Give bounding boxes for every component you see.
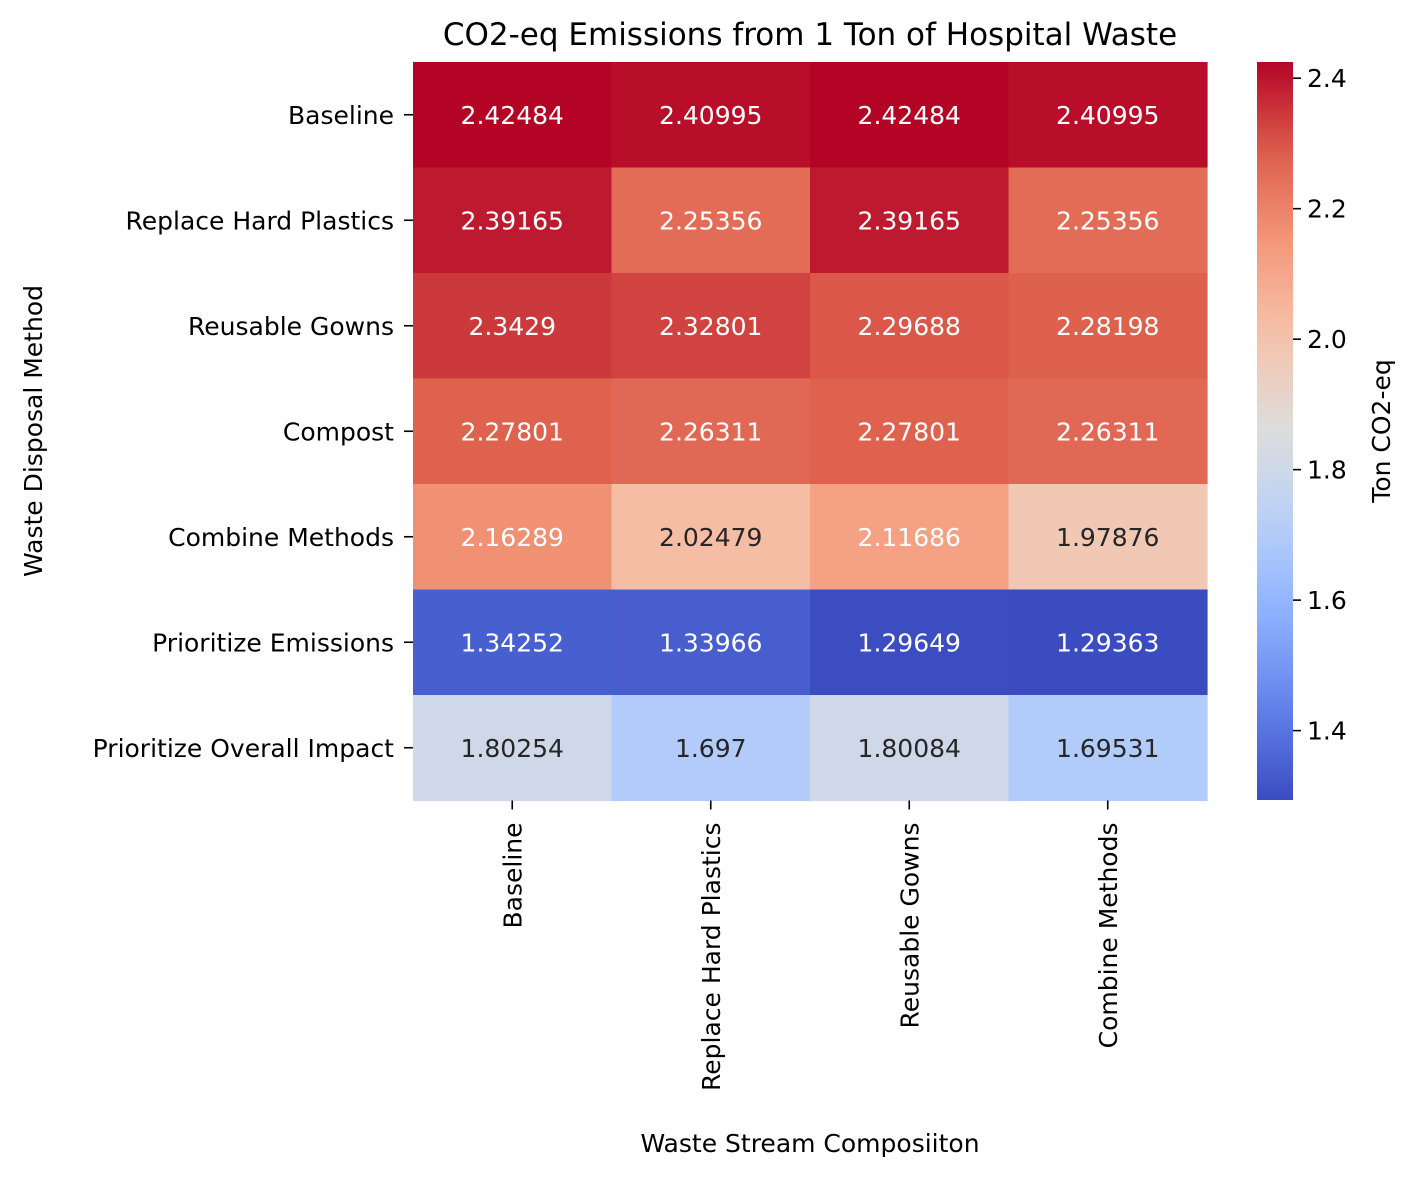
heatmap-cell (1008, 62, 1208, 169)
cell-value-label: 2.27801 (858, 417, 961, 446)
cell-value-label: 2.25356 (1056, 206, 1159, 235)
heatmap-cell (810, 695, 1010, 802)
heatmap-cell (810, 167, 1010, 274)
x-tick-label: Baseline (498, 823, 527, 929)
cell-value-label: 2.02479 (659, 523, 762, 552)
y-tick-label: Prioritize Emissions (152, 628, 394, 657)
colorbar-tick-label: 1.8 (1307, 456, 1347, 485)
cell-value-label: 2.42484 (461, 101, 564, 130)
heatmap-cell (1008, 695, 1208, 802)
cell-value-label: 2.26311 (1056, 417, 1159, 446)
heatmap-cell (413, 62, 613, 169)
cell-value-label: 1.34252 (461, 628, 564, 657)
colorbar-gradient (1257, 62, 1293, 800)
heatmap-cell (413, 378, 613, 485)
heatmap-cell (413, 589, 613, 696)
heatmap-cell (1008, 167, 1208, 274)
cell-value-label: 2.26311 (659, 417, 762, 446)
cell-value-label: 2.29688 (858, 312, 961, 341)
cell-value-label: 1.80254 (461, 734, 564, 763)
heatmap-cell (413, 167, 613, 274)
heatmap-cell (1008, 273, 1208, 380)
cell-value-label: 2.16289 (461, 523, 564, 552)
y-tick-label: Baseline (288, 101, 394, 130)
heatmap-cell (611, 695, 811, 802)
heatmap-cell (611, 62, 811, 169)
cell-value-label: 1.29649 (858, 628, 961, 657)
x-axis: Baseline Replace Hard Plastics Reusable Go… (498, 800, 1123, 1092)
cell-value-label: 2.32801 (659, 312, 762, 341)
cell-value-label: 2.3429 (469, 312, 556, 341)
y-tick-label: Combine Methods (168, 523, 394, 552)
colorbar-tick-label: 1.6 (1307, 586, 1347, 615)
y-tick-label: Compost (283, 417, 394, 446)
cell-value-label: 2.11686 (858, 523, 961, 552)
x-tick-label: Replace Hard Plastics (697, 823, 726, 1092)
heatmap-cell (413, 484, 613, 591)
cell-value-labels: 2.42484 2.40995 2.42484 2.40995 2.39165 2.253… (461, 101, 1160, 763)
cell-value-label: 1.29363 (1056, 628, 1159, 657)
heatmap-cell (1008, 378, 1208, 485)
x-axis-label: Waste Stream Composiiton (640, 1129, 979, 1158)
heatmap-cell (810, 378, 1010, 485)
y-axis: Baseline Replace Hard Plastics Reusable Go… (93, 101, 413, 763)
heatmap-cell (611, 589, 811, 696)
heatmap-cell (1008, 484, 1208, 591)
heatmap-cell (611, 167, 811, 274)
x-tick-label: Combine Methods (1094, 823, 1123, 1049)
cell-value-label: 2.28198 (1056, 312, 1159, 341)
chart-title: CO2-eq Emissions from 1 Ton of Hospital … (443, 17, 1177, 53)
heatmap-cells (413, 62, 1208, 802)
y-tick-label: Reusable Gowns (188, 312, 394, 341)
cell-value-label: 1.697 (675, 734, 747, 763)
colorbar: 1.4 1.6 1.8 2.0 2.2 2.4 (1257, 62, 1347, 800)
heatmap-cell (611, 484, 811, 591)
heatmap-cell (413, 273, 613, 380)
y-tick-label: Prioritize Overall Impact (93, 734, 395, 763)
heatmap-cell (611, 273, 811, 380)
cell-value-label: 2.40995 (659, 101, 762, 130)
colorbar-tick-label: 2.4 (1307, 64, 1347, 93)
heatmap-cell (810, 484, 1010, 591)
heatmap-cell (1008, 589, 1208, 696)
cell-value-label: 1.69531 (1056, 734, 1159, 763)
x-tick-label: Reusable Gowns (895, 823, 924, 1029)
cell-value-label: 2.39165 (461, 206, 564, 235)
heatmap-cell (611, 378, 811, 485)
colorbar-label: Ton CO2-eq (1367, 359, 1396, 503)
heatmap-cell (810, 62, 1010, 169)
y-tick-label: Replace Hard Plastics (126, 206, 395, 235)
heatmap-cell (413, 695, 613, 802)
cell-value-label: 1.97876 (1056, 523, 1159, 552)
cell-value-label: 2.27801 (461, 417, 564, 446)
y-axis-label: Waste Disposal Method (19, 285, 48, 577)
cell-value-label: 2.25356 (659, 206, 762, 235)
cell-value-label: 2.42484 (858, 101, 961, 130)
cell-value-label: 2.39165 (858, 206, 961, 235)
cell-value-label: 2.40995 (1056, 101, 1159, 130)
heatmap-cell (810, 273, 1010, 380)
cell-value-label: 1.80084 (858, 734, 961, 763)
cell-value-label: 1.33966 (659, 628, 762, 657)
heatmap-cell (810, 589, 1010, 696)
colorbar-tick-label: 2.2 (1307, 195, 1347, 224)
colorbar-tick-label: 1.4 (1307, 717, 1347, 746)
colorbar-tick-label: 2.0 (1307, 325, 1347, 354)
